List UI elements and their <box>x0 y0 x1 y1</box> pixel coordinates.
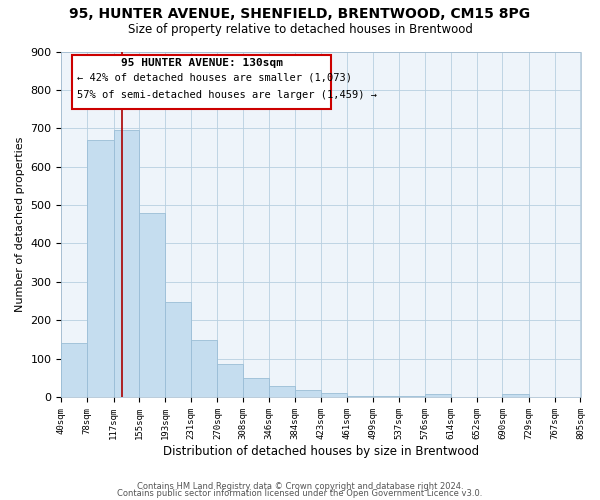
Bar <box>87 140 113 397</box>
Bar <box>61 343 87 397</box>
Bar <box>139 212 165 397</box>
Text: 57% of semi-detached houses are larger (1,459) →: 57% of semi-detached houses are larger (… <box>77 90 377 100</box>
Bar <box>502 394 529 397</box>
Text: 95, HUNTER AVENUE, SHENFIELD, BRENTWOOD, CM15 8PG: 95, HUNTER AVENUE, SHENFIELD, BRENTWOOD,… <box>70 8 530 22</box>
X-axis label: Distribution of detached houses by size in Brentwood: Distribution of detached houses by size … <box>163 444 479 458</box>
Bar <box>398 396 425 397</box>
Bar <box>295 390 321 397</box>
Bar <box>243 378 269 397</box>
Bar <box>191 340 217 397</box>
Bar <box>113 130 139 397</box>
Bar <box>373 396 398 397</box>
Text: 95 HUNTER AVENUE: 130sqm: 95 HUNTER AVENUE: 130sqm <box>121 58 283 68</box>
Bar <box>269 386 295 397</box>
Bar <box>321 393 347 397</box>
Text: Contains public sector information licensed under the Open Government Licence v3: Contains public sector information licen… <box>118 490 482 498</box>
Text: Contains HM Land Registry data © Crown copyright and database right 2024.: Contains HM Land Registry data © Crown c… <box>137 482 463 491</box>
Bar <box>165 302 191 397</box>
Bar <box>217 364 243 397</box>
Y-axis label: Number of detached properties: Number of detached properties <box>15 136 25 312</box>
Bar <box>347 396 373 397</box>
FancyBboxPatch shape <box>72 55 331 108</box>
Bar <box>425 394 451 397</box>
Text: ← 42% of detached houses are smaller (1,073): ← 42% of detached houses are smaller (1,… <box>77 73 352 83</box>
Text: Size of property relative to detached houses in Brentwood: Size of property relative to detached ho… <box>128 22 472 36</box>
